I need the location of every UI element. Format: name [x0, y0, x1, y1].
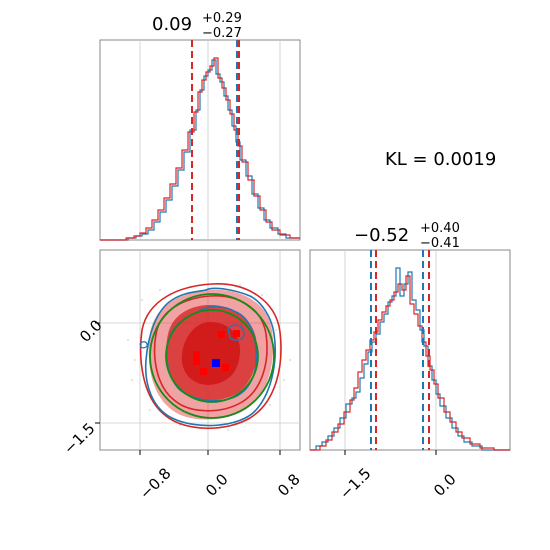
- title-x: 0.09: [152, 14, 192, 35]
- hist-x-blue: [100, 59, 300, 241]
- contour-blue-outer: [144, 287, 276, 427]
- x-tick-label: −1.5: [336, 464, 374, 502]
- title-y-plus: +0.40: [420, 221, 460, 236]
- hist-x-red: [100, 57, 300, 241]
- kl-label: KL = 0.0019: [385, 149, 496, 170]
- hist-y-red: [310, 275, 510, 451]
- contour-blue-small: [139, 341, 148, 349]
- panel-1d-y: −0.52 +0.40 −0.41: [309, 221, 511, 451]
- contour-green-inner: [165, 309, 259, 403]
- contour-red-outer: [139, 283, 282, 430]
- contour-red-mid: [153, 295, 268, 412]
- x-tick-label: 0.0: [430, 470, 460, 500]
- y-tick-label: −1.5: [60, 419, 98, 457]
- hist-y-blue: [310, 267, 510, 451]
- sample-squares: [193, 330, 240, 375]
- title-y: −0.52: [354, 225, 409, 246]
- x-ticks-left: −0.8 0.0 0.8: [136, 450, 304, 503]
- title-x-minus: −0.27: [202, 26, 242, 41]
- x-tick-label: 0.0: [202, 470, 232, 500]
- panel-1d-x: 0.09 +0.29 −0.27: [99, 11, 301, 241]
- title-y-minus: −0.41: [420, 236, 460, 251]
- x-tick-label: −0.8: [136, 464, 174, 502]
- x-ticks-right: −1.5 0.0: [336, 450, 460, 503]
- x-tick-label: 0.8: [274, 470, 304, 500]
- y-ticks-left: 0.0 −1.5: [60, 316, 106, 458]
- panel-2d: [99, 249, 301, 451]
- title-x-plus: +0.29: [202, 11, 242, 26]
- contour-blue-bump: [227, 324, 245, 341]
- contour-green-outer: [149, 293, 275, 419]
- point-estimate-blue: [212, 359, 220, 367]
